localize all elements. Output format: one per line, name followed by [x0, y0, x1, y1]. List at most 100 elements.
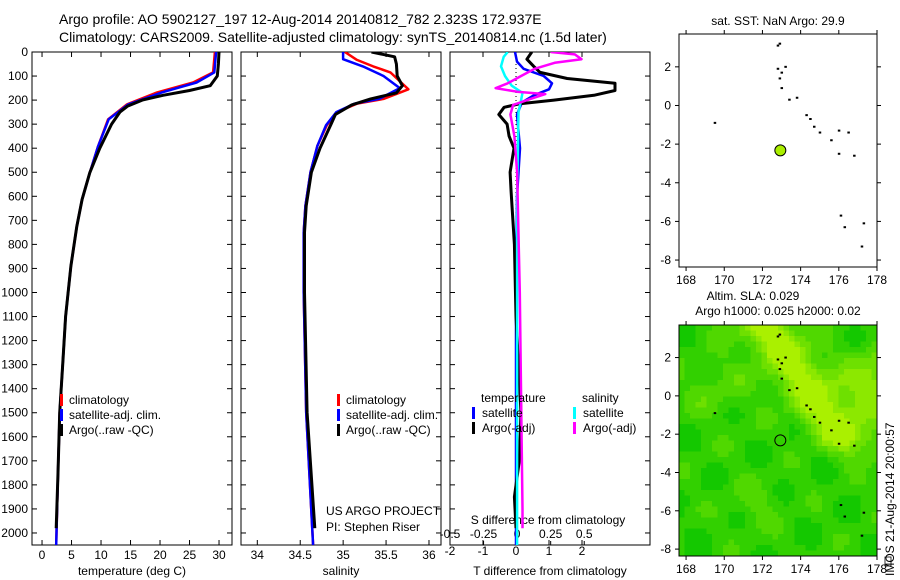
- sla-cell: [844, 374, 850, 381]
- sla-cell: [695, 534, 702, 540]
- lat-tick-label: 0: [664, 389, 671, 403]
- sla-cell: [739, 341, 746, 348]
- island-mark: [776, 44, 780, 47]
- sla-cell: [783, 495, 790, 502]
- sla-cell: [844, 352, 850, 359]
- sla-cell: [706, 473, 713, 480]
- sla-cell: [794, 369, 801, 375]
- sla-cell: [833, 352, 839, 359]
- sla-cell: [866, 418, 872, 425]
- sla-cell: [706, 528, 713, 535]
- x-tick-label: 0: [39, 548, 46, 562]
- sla-cell: [816, 495, 823, 502]
- sla-cell: [871, 523, 878, 529]
- lon-tick-label: 172: [752, 273, 772, 287]
- map-frame: [678, 324, 878, 557]
- island-mark: [795, 96, 799, 99]
- sla-cell: [816, 347, 823, 353]
- sla-cell: [745, 490, 751, 496]
- sla-cell: [860, 545, 867, 551]
- sla-cell: [800, 396, 806, 403]
- sla-cell: [849, 473, 856, 480]
- sla-cell: [767, 451, 773, 458]
- sla-cell: [761, 363, 768, 370]
- sla-cell: [767, 506, 773, 513]
- sla-cell: [739, 539, 746, 546]
- sla-cell: [805, 545, 812, 551]
- sla-cell: [739, 336, 746, 342]
- sla-cell: [811, 446, 817, 452]
- series-group: [494, 52, 617, 545]
- sla-cell: [805, 512, 812, 518]
- sla-cell: [816, 369, 823, 375]
- sla-cell: [844, 501, 850, 507]
- sla-cell: [805, 506, 812, 513]
- sla-cell: [690, 490, 696, 496]
- sla-cell: [866, 451, 872, 458]
- sla-cell: [761, 462, 768, 469]
- sla-cell: [778, 402, 784, 408]
- sla-cell: [723, 528, 729, 535]
- sla-cell: [794, 424, 801, 430]
- sla-cell: [712, 402, 718, 408]
- x-axis-label: temperature (deg C): [78, 564, 186, 578]
- sla-cell: [849, 545, 856, 551]
- sla-cell: [772, 517, 779, 524]
- sla-cell: [684, 435, 691, 441]
- sla-cell: [805, 369, 812, 375]
- island-mark: [788, 98, 791, 101]
- sla-cell: [783, 407, 790, 414]
- sla-cell: [866, 325, 872, 331]
- sla-cell: [822, 358, 828, 364]
- sla-cell: [844, 517, 850, 524]
- sla-cell: [728, 512, 735, 518]
- sla-cell: [855, 440, 861, 447]
- sla-cell: [866, 380, 872, 386]
- sla-cell: [772, 550, 779, 557]
- sla-cell: [717, 391, 724, 397]
- sla-cell: [772, 484, 779, 491]
- sla-cell: [783, 396, 790, 403]
- sla-cell: [684, 512, 691, 518]
- sla-cell: [695, 374, 702, 381]
- sla-cell: [690, 336, 696, 342]
- sla-cell: [855, 539, 861, 546]
- sla-cell: [822, 457, 828, 463]
- sla-cell: [767, 336, 773, 342]
- sla-cell: [838, 429, 845, 436]
- sla-cell: [712, 528, 718, 535]
- series-argo-raw-qc-: [303, 52, 404, 529]
- sla-cell: [756, 495, 762, 502]
- sla-cell: [855, 550, 861, 557]
- sla-cell: [816, 435, 823, 441]
- sla-cell: [701, 545, 707, 551]
- y-tick-label: 200: [8, 93, 28, 107]
- sla-cell: [827, 550, 834, 557]
- sla-cell: [794, 479, 801, 485]
- sla-cell: [833, 336, 839, 342]
- sla-cell: [712, 545, 718, 551]
- sla-cell: [783, 336, 790, 342]
- sla-cell: [789, 517, 795, 524]
- sla-cell: [805, 550, 812, 557]
- sla-cell: [695, 330, 702, 337]
- sla-cell: [723, 347, 729, 353]
- sla-cell: [794, 413, 801, 419]
- sla-cell: [778, 479, 784, 485]
- sla-cell: [750, 473, 757, 480]
- sla-cell: [723, 352, 729, 359]
- sla-cell: [756, 539, 762, 546]
- sla-cell: [706, 440, 713, 447]
- sla-cell: [844, 451, 850, 458]
- island-mark: [847, 421, 850, 424]
- sla-cell: [701, 336, 707, 342]
- sla-cell: [723, 534, 729, 540]
- sla-cell: [756, 402, 762, 408]
- sla-cell: [717, 341, 724, 348]
- sla-cell: [717, 501, 724, 507]
- sla-cell: [717, 479, 724, 485]
- sla-cell: [767, 358, 773, 364]
- sla-cell: [679, 418, 685, 425]
- sla-cell: [866, 363, 872, 370]
- sla-cell: [855, 495, 861, 502]
